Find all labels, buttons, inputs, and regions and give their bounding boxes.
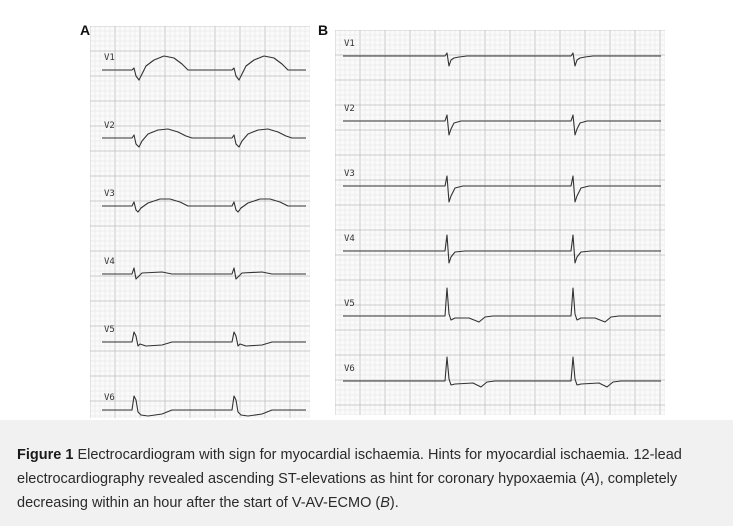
lead-label-a-v6: V6 xyxy=(104,393,115,403)
ecg-trace-b-v1 xyxy=(343,52,661,67)
caption-ref-b: B xyxy=(380,495,390,511)
figure-caption: Figure 1 Electrocardiogram with sign for… xyxy=(17,443,722,515)
caption-text-3: ). xyxy=(389,495,399,511)
lead-label-a-v2: V2 xyxy=(104,121,115,131)
lead-label-b-v2: V2 xyxy=(344,104,355,114)
caption-background xyxy=(0,420,733,526)
ecg-trace-a-v5 xyxy=(102,331,306,347)
caption-ref-a: A xyxy=(585,471,595,487)
ecg-trace-b-v2 xyxy=(343,114,661,136)
lead-label-b-v5: V5 xyxy=(344,299,355,309)
ecg-trace-b-v5 xyxy=(343,287,661,323)
ecg-trace-a-v4 xyxy=(102,267,306,280)
lead-label-a-v4: V4 xyxy=(104,257,115,267)
ecg-traces-b: V1 V2 V3 V4 V5 V6 xyxy=(343,39,661,388)
ecg-grid-a xyxy=(90,26,310,418)
caption-text-2: ), completely decreasing within an hour … xyxy=(17,471,678,511)
ecg-panel-b: V1 V2 V3 V4 V5 V6 xyxy=(335,30,665,415)
ecg-trace-b-v6 xyxy=(343,356,661,388)
panel-label-a: A xyxy=(80,22,91,38)
ecg-grid-b xyxy=(335,30,665,415)
lead-label-b-v4: V4 xyxy=(344,234,355,244)
figure-label: Figure 1 xyxy=(17,447,74,463)
ecg-trace-a-v2 xyxy=(102,128,306,148)
ecg-trace-a-v6 xyxy=(102,395,306,417)
lead-label-b-v3: V3 xyxy=(344,169,355,179)
lead-label-a-v5: V5 xyxy=(104,325,115,335)
lead-label-b-v6: V6 xyxy=(344,364,355,374)
lead-label-a-v3: V3 xyxy=(104,189,115,199)
caption-text-1: Electrocardiogram with sign for myocardi… xyxy=(17,447,682,487)
ecg-traces-a: V1 V2 V3 V4 V5 V6 xyxy=(102,53,306,417)
lead-label-b-v1: V1 xyxy=(344,39,355,49)
ecg-trace-a-v1 xyxy=(102,55,306,81)
ecg-trace-a-v3 xyxy=(102,198,306,213)
panel-label-b: B xyxy=(318,22,329,38)
lead-label-a-v1: V1 xyxy=(104,53,115,63)
ecg-trace-b-v3 xyxy=(343,175,661,203)
ecg-panel-a: V1 V2 V3 V4 V5 V6 xyxy=(90,26,310,418)
ecg-trace-b-v4 xyxy=(343,234,661,264)
